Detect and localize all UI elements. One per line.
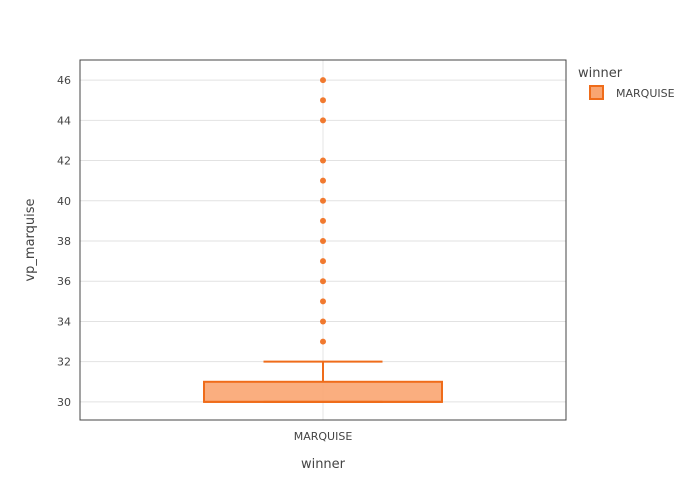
y-axis-ticks: 30 32 34 36 38 40 42 44 46	[57, 74, 71, 409]
y-tick-label: 44	[57, 114, 71, 127]
plot-frame	[79, 59, 567, 421]
outlier-point	[320, 338, 326, 345]
outlier-point	[320, 177, 326, 184]
outlier-point	[320, 238, 326, 245]
y-tick-label: 40	[57, 195, 71, 208]
y-tick-label: 30	[57, 396, 71, 409]
outlier-point	[320, 217, 326, 224]
y-tick-label: 46	[57, 74, 71, 87]
legend-label-marquise[interactable]: MARQUISE	[616, 87, 675, 100]
outlier-point	[320, 197, 326, 204]
x-tick-label: MARQUISE	[294, 430, 353, 443]
y-tick-label: 38	[57, 235, 71, 248]
y-tick-label: 32	[57, 356, 71, 369]
outlier-point	[320, 318, 326, 325]
box-iqr	[203, 380, 443, 403]
outlier-point	[320, 97, 326, 104]
outlier-point	[320, 117, 326, 124]
y-tick-label: 42	[57, 155, 71, 168]
x-axis-title: winner	[301, 457, 346, 472]
y-axis-title: vp_marquise	[23, 198, 38, 281]
outlier-point	[320, 157, 326, 164]
outlier-point	[320, 298, 326, 305]
y-tick-label: 36	[57, 275, 71, 288]
y-tick-label: 34	[57, 315, 71, 328]
outlier-point	[320, 77, 326, 84]
x-axis-ticks: MARQUISE	[294, 430, 353, 443]
box-series	[203, 77, 443, 403]
legend[interactable]: winner MARQUISE	[578, 66, 675, 100]
outlier-point	[320, 278, 326, 285]
legend-swatch-marquise[interactable]	[589, 85, 604, 100]
outlier-point	[320, 258, 326, 265]
legend-title: winner	[578, 66, 623, 81]
